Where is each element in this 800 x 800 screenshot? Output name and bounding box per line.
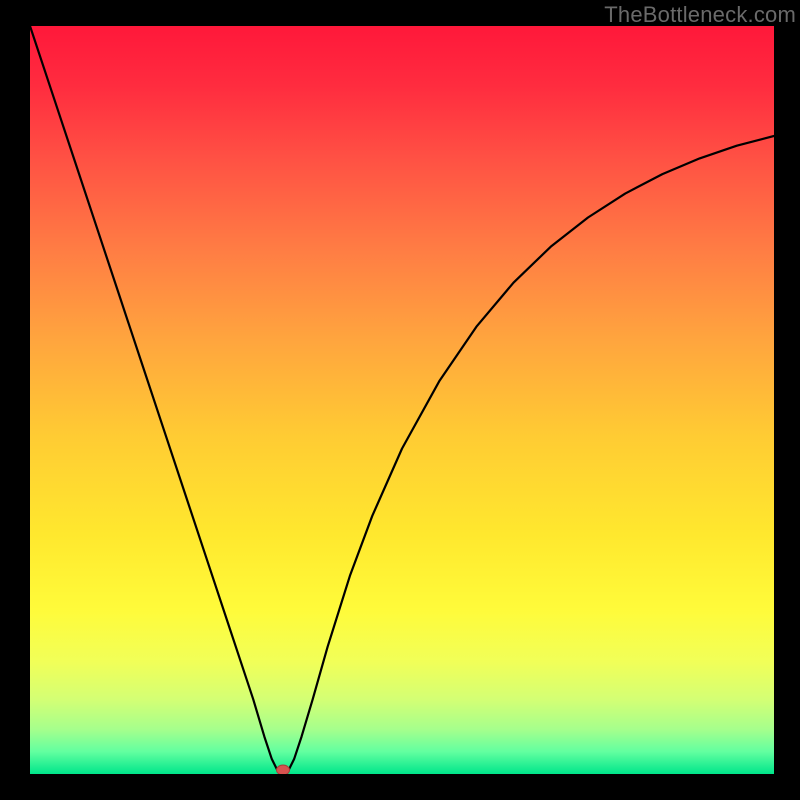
plot-area <box>30 26 774 774</box>
frame-left <box>0 0 30 800</box>
curve-svg <box>30 26 774 774</box>
frame-right <box>774 0 800 800</box>
bottleneck-curve <box>30 26 774 772</box>
watermark-text: TheBottleneck.com <box>604 0 800 28</box>
minimum-marker <box>276 765 290 774</box>
frame-bottom <box>0 774 800 800</box>
